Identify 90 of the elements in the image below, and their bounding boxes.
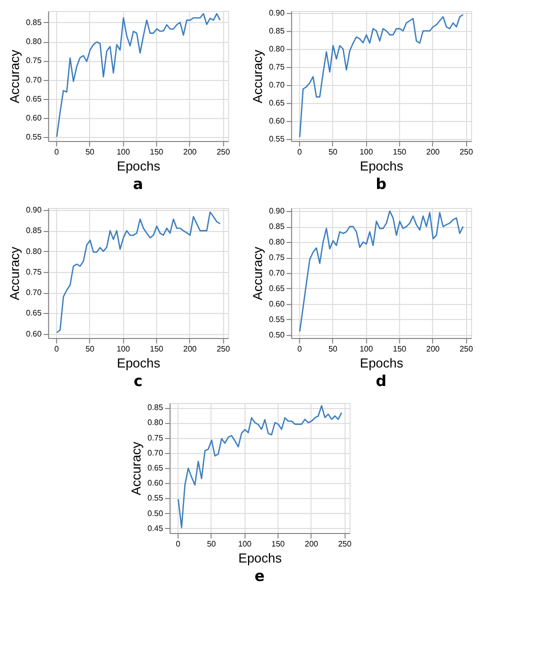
- line-series: [56, 13, 221, 138]
- y-tick-label: 0.85: [269, 222, 286, 232]
- y-tick-label: 0.90: [26, 206, 42, 215]
- y-axis-title: Accuracy: [250, 246, 266, 300]
- x-tick-label: 250: [460, 148, 474, 156]
- y-tick-label: 0.60: [269, 116, 286, 126]
- y-tick-label: 0.85: [26, 226, 42, 236]
- x-tick-label: 100: [116, 344, 130, 354]
- x-tick-label: 250: [216, 148, 230, 156]
- y-tick-label: 0.85: [269, 26, 286, 36]
- line-series: [56, 211, 221, 334]
- x-tick-label: 100: [238, 540, 252, 548]
- y-tick-label: 0.60: [148, 478, 164, 488]
- y-tick-label: 0.55: [26, 132, 42, 142]
- text: a: [133, 175, 144, 193]
- y-tick-label: 0.60: [26, 114, 42, 123]
- x-axis-title: Epochs: [360, 356, 404, 370]
- x-tick-label: 200: [304, 540, 319, 548]
- y-tick-label: 0.90: [269, 206, 286, 216]
- y-tick-label: 0.80: [269, 44, 286, 54]
- x-tick-label: 50: [85, 148, 95, 156]
- x-tick-label: 100: [360, 148, 374, 156]
- x-tick-label: 100: [116, 148, 130, 156]
- x-axis-title: Epochs: [360, 158, 404, 174]
- y-tick-label: 0.90: [269, 8, 286, 18]
- x-tick-label: 250: [460, 344, 474, 354]
- y-axis-title: Accuracy: [7, 49, 22, 104]
- y-tick-label: 0.75: [148, 433, 164, 442]
- y-tick-label: 0.75: [269, 253, 286, 262]
- x-tick-label: 50: [328, 148, 338, 156]
- x-axis-title: Epochs: [238, 550, 282, 566]
- y-tick-label: 0.55: [148, 494, 164, 503]
- y-tick-label: 0.80: [26, 246, 42, 256]
- y-tick-label: 0.85: [26, 18, 42, 27]
- x-tick-label: 0: [54, 344, 60, 354]
- x-tick-label: 150: [392, 148, 407, 156]
- text: b: [376, 175, 387, 193]
- y-tick-label: 0.70: [269, 80, 286, 90]
- y-tick-label: 0.80: [148, 418, 164, 428]
- x-tick-label: 200: [426, 148, 440, 156]
- line-series: [299, 14, 464, 138]
- x-tick-label: 150: [150, 344, 164, 354]
- y-axis-title: Accuracy: [128, 441, 144, 496]
- x-tick-label: 100: [360, 344, 374, 354]
- y-tick-label: 0.70: [26, 288, 42, 298]
- y-tick-label: 0.65: [269, 98, 286, 108]
- y-tick-label: 0.70: [269, 268, 286, 278]
- y-tick-label: 0.50: [269, 330, 286, 340]
- line-series: [178, 405, 342, 528]
- y-tick-label: 0.60: [26, 329, 42, 338]
- x-tick-label: 0: [54, 148, 60, 156]
- line-series: [299, 210, 464, 332]
- x-axis-title: Epochs: [116, 158, 161, 174]
- y-tick-label: 0.60: [269, 299, 286, 308]
- y-axis-title: Accuracy: [7, 246, 22, 300]
- y-tick-label: 0.45: [148, 524, 164, 533]
- y-tick-label: 0.85: [148, 403, 164, 412]
- y-tick-label: 0.55: [269, 134, 286, 144]
- x-tick-label: 150: [392, 344, 407, 354]
- y-tick-label: 0.75: [26, 267, 42, 276]
- y-tick-label: 0.80: [269, 238, 286, 247]
- x-tick-label: 200: [426, 344, 440, 354]
- x-tick-label: 50: [85, 344, 95, 354]
- y-tick-label: 0.80: [26, 37, 42, 46]
- y-tick-label: 0.50: [148, 508, 164, 518]
- y-tick-label: 0.75: [269, 62, 286, 72]
- x-tick-label: 50: [328, 344, 338, 354]
- y-tick-label: 0.65: [269, 284, 286, 293]
- x-tick-label: 0: [297, 148, 302, 156]
- y-tick-label: 0.65: [26, 308, 42, 318]
- text: c: [134, 372, 143, 390]
- y-tick-label: 0.70: [148, 448, 164, 458]
- y-tick-label: 0.55: [269, 314, 286, 324]
- text: d: [376, 372, 386, 390]
- x-tick-label: 0: [297, 344, 302, 354]
- x-tick-label: 200: [183, 344, 198, 354]
- y-tick-label: 0.75: [26, 56, 42, 66]
- x-tick-label: 200: [183, 148, 198, 156]
- text: e: [254, 567, 265, 585]
- y-tick-label: 0.65: [148, 464, 164, 472]
- x-tick-label: 150: [271, 540, 286, 548]
- x-tick-label: 150: [150, 148, 164, 156]
- y-tick-label: 0.65: [26, 94, 42, 104]
- x-tick-label: 0: [176, 540, 181, 548]
- x-tick-label: 50: [206, 540, 216, 548]
- x-axis-title: Epochs: [116, 356, 161, 370]
- x-tick-label: 250: [338, 540, 352, 548]
- y-tick-label: 0.70: [26, 75, 42, 84]
- y-axis-title: Accuracy: [250, 49, 266, 104]
- x-tick-label: 250: [216, 344, 230, 354]
